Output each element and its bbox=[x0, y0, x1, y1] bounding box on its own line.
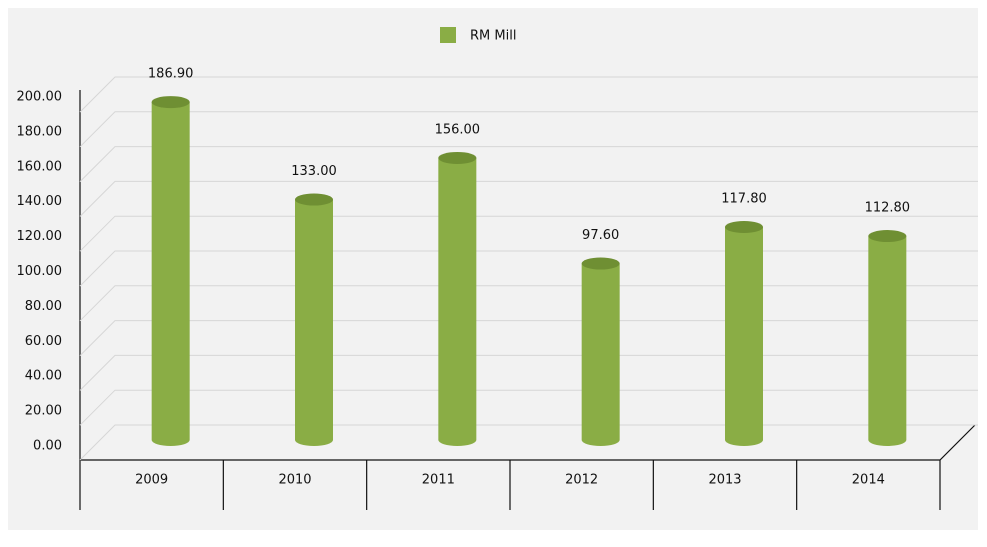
legend-label: RM Mill bbox=[470, 29, 516, 44]
y-tick-label: 200.00 bbox=[17, 90, 63, 105]
bar-body bbox=[868, 236, 907, 446]
bar-body bbox=[295, 199, 333, 446]
y-tick-label: 80.00 bbox=[25, 299, 62, 314]
bar-body bbox=[581, 263, 620, 446]
x-tick-label: 2012 bbox=[565, 473, 598, 488]
grid-line bbox=[79, 146, 978, 182]
bar bbox=[725, 221, 763, 446]
bar-top bbox=[151, 96, 190, 109]
grid-line bbox=[79, 111, 978, 148]
value-label: 112.80 bbox=[865, 201, 911, 216]
bar-top bbox=[295, 193, 333, 206]
y-tick-label: 40.00 bbox=[25, 369, 62, 384]
y-tick-label: 100.00 bbox=[17, 264, 63, 279]
bar-top bbox=[581, 257, 620, 270]
legend-swatch bbox=[440, 27, 456, 43]
bar bbox=[868, 230, 907, 446]
bar-top bbox=[868, 230, 907, 243]
bar bbox=[151, 96, 190, 446]
bar bbox=[438, 151, 477, 446]
y-tick-label: 120.00 bbox=[17, 229, 63, 244]
x-tick-label: 2011 bbox=[422, 473, 455, 488]
grid-line bbox=[79, 285, 978, 322]
x-tick-label: 2010 bbox=[278, 473, 311, 488]
value-label: 117.80 bbox=[721, 192, 767, 207]
x-tick-label: 2009 bbox=[135, 473, 168, 488]
grid-line bbox=[79, 76, 978, 113]
y-tick-label: 160.00 bbox=[17, 159, 63, 174]
bar bbox=[295, 193, 333, 446]
grid-line bbox=[79, 424, 978, 461]
bar-body bbox=[438, 157, 477, 446]
bar bbox=[581, 257, 620, 446]
value-label: 186.90 bbox=[148, 67, 194, 82]
grid-line bbox=[79, 389, 978, 426]
bar-top bbox=[725, 221, 763, 234]
y-tick-label: 20.00 bbox=[25, 404, 62, 419]
y-tick-label: 60.00 bbox=[25, 334, 62, 349]
y-tick-label: 0.00 bbox=[33, 439, 62, 454]
value-label: 97.60 bbox=[582, 228, 619, 243]
grid-line bbox=[79, 180, 978, 217]
x-tick-label: 2013 bbox=[708, 473, 741, 488]
y-tick-label: 140.00 bbox=[17, 194, 63, 209]
bar-body bbox=[151, 102, 190, 446]
value-label: 156.00 bbox=[435, 122, 481, 137]
x-tick-label: 2014 bbox=[852, 473, 885, 488]
bar-top bbox=[438, 151, 477, 164]
grid-line bbox=[79, 250, 978, 287]
grid-line bbox=[79, 320, 978, 356]
bar-body bbox=[725, 227, 763, 446]
grid-line bbox=[79, 354, 978, 391]
grid-line bbox=[79, 215, 978, 252]
y-tick-label: 180.00 bbox=[17, 124, 63, 139]
value-label: 133.00 bbox=[291, 164, 337, 179]
